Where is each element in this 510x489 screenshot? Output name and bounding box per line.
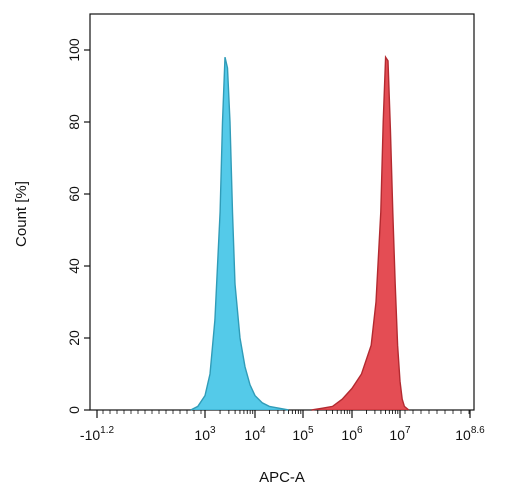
y-tick-label: 100 bbox=[66, 38, 82, 62]
y-tick-label: 80 bbox=[66, 114, 82, 130]
x-tick-label: 107 bbox=[389, 425, 411, 443]
x-tick-label: 103 bbox=[194, 425, 216, 443]
x-tick-label: 108.6 bbox=[455, 425, 485, 443]
series-layer bbox=[190, 55, 410, 411]
x-tick-label: 104 bbox=[244, 425, 266, 443]
x-tick-label: -101.2 bbox=[80, 425, 115, 443]
series-2-outline bbox=[311, 55, 410, 411]
series-1-outline bbox=[190, 57, 289, 411]
y-axis: 0 20 40 60 80 100 bbox=[66, 38, 90, 414]
plot-area bbox=[89, 13, 475, 411]
y-tick-label: 40 bbox=[66, 258, 82, 274]
plot-frame bbox=[89, 13, 475, 411]
series-2-area bbox=[311, 57, 409, 410]
x-axis: -101.2 103 104 105 106 107 108.6 bbox=[80, 410, 485, 443]
y-axis-title: Count [%] bbox=[13, 181, 30, 247]
x-tick-label: 105 bbox=[292, 425, 314, 443]
y-tick-label: 20 bbox=[66, 330, 82, 346]
x-tick-label: 106 bbox=[341, 425, 363, 443]
x-axis-title: APC-A bbox=[259, 469, 305, 486]
y-tick-label: 60 bbox=[66, 186, 82, 202]
y-tick-label: 0 bbox=[66, 406, 82, 414]
